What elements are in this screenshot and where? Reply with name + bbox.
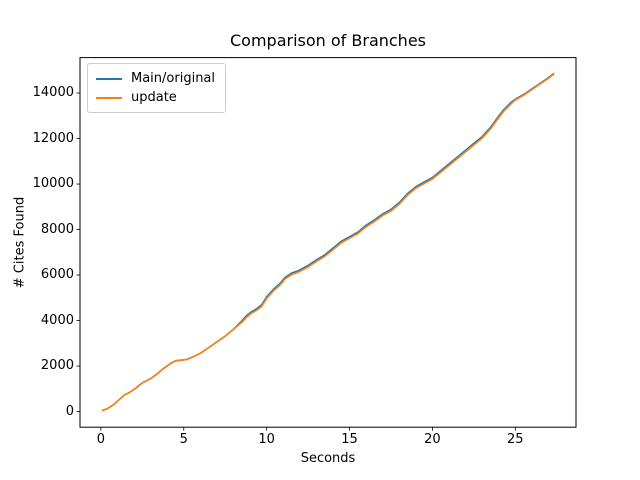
y-tick-label: 8000 bbox=[40, 221, 74, 237]
y-tick-label: 4000 bbox=[40, 312, 74, 328]
x-tick-label: 10 bbox=[258, 432, 275, 447]
series-line-update bbox=[101, 73, 555, 412]
legend-item-update: update bbox=[96, 88, 217, 107]
series-line-main-original bbox=[101, 72, 555, 412]
x-tick-label: 15 bbox=[341, 432, 358, 447]
y-tick-label: 6000 bbox=[40, 267, 74, 283]
x-tick-label: 5 bbox=[179, 432, 188, 447]
x-axis-label: Seconds bbox=[300, 451, 356, 466]
x-tick-label: 25 bbox=[507, 432, 524, 447]
axes-spines bbox=[79, 57, 577, 428]
y-tick-label: 14000 bbox=[32, 85, 74, 101]
y-tick-label: 12000 bbox=[32, 130, 74, 146]
legend-line-sample-main bbox=[96, 77, 122, 80]
x-tick-label: 0 bbox=[96, 432, 106, 447]
legend-item-main-original: Main/original bbox=[96, 69, 217, 88]
legend-label: update bbox=[131, 90, 177, 105]
chart-title: Comparison of Branches bbox=[229, 31, 427, 50]
y-tick-label: 0 bbox=[65, 403, 74, 419]
legend: Main/original update bbox=[87, 63, 226, 113]
y-tick-label: 2000 bbox=[40, 358, 74, 374]
legend-label: Main/original bbox=[131, 71, 216, 86]
x-tick-label: 20 bbox=[424, 432, 441, 447]
y-axis-label: # Cites Found bbox=[12, 196, 28, 289]
y-tick-label: 10000 bbox=[32, 176, 74, 192]
legend-line-sample-update bbox=[96, 96, 122, 99]
